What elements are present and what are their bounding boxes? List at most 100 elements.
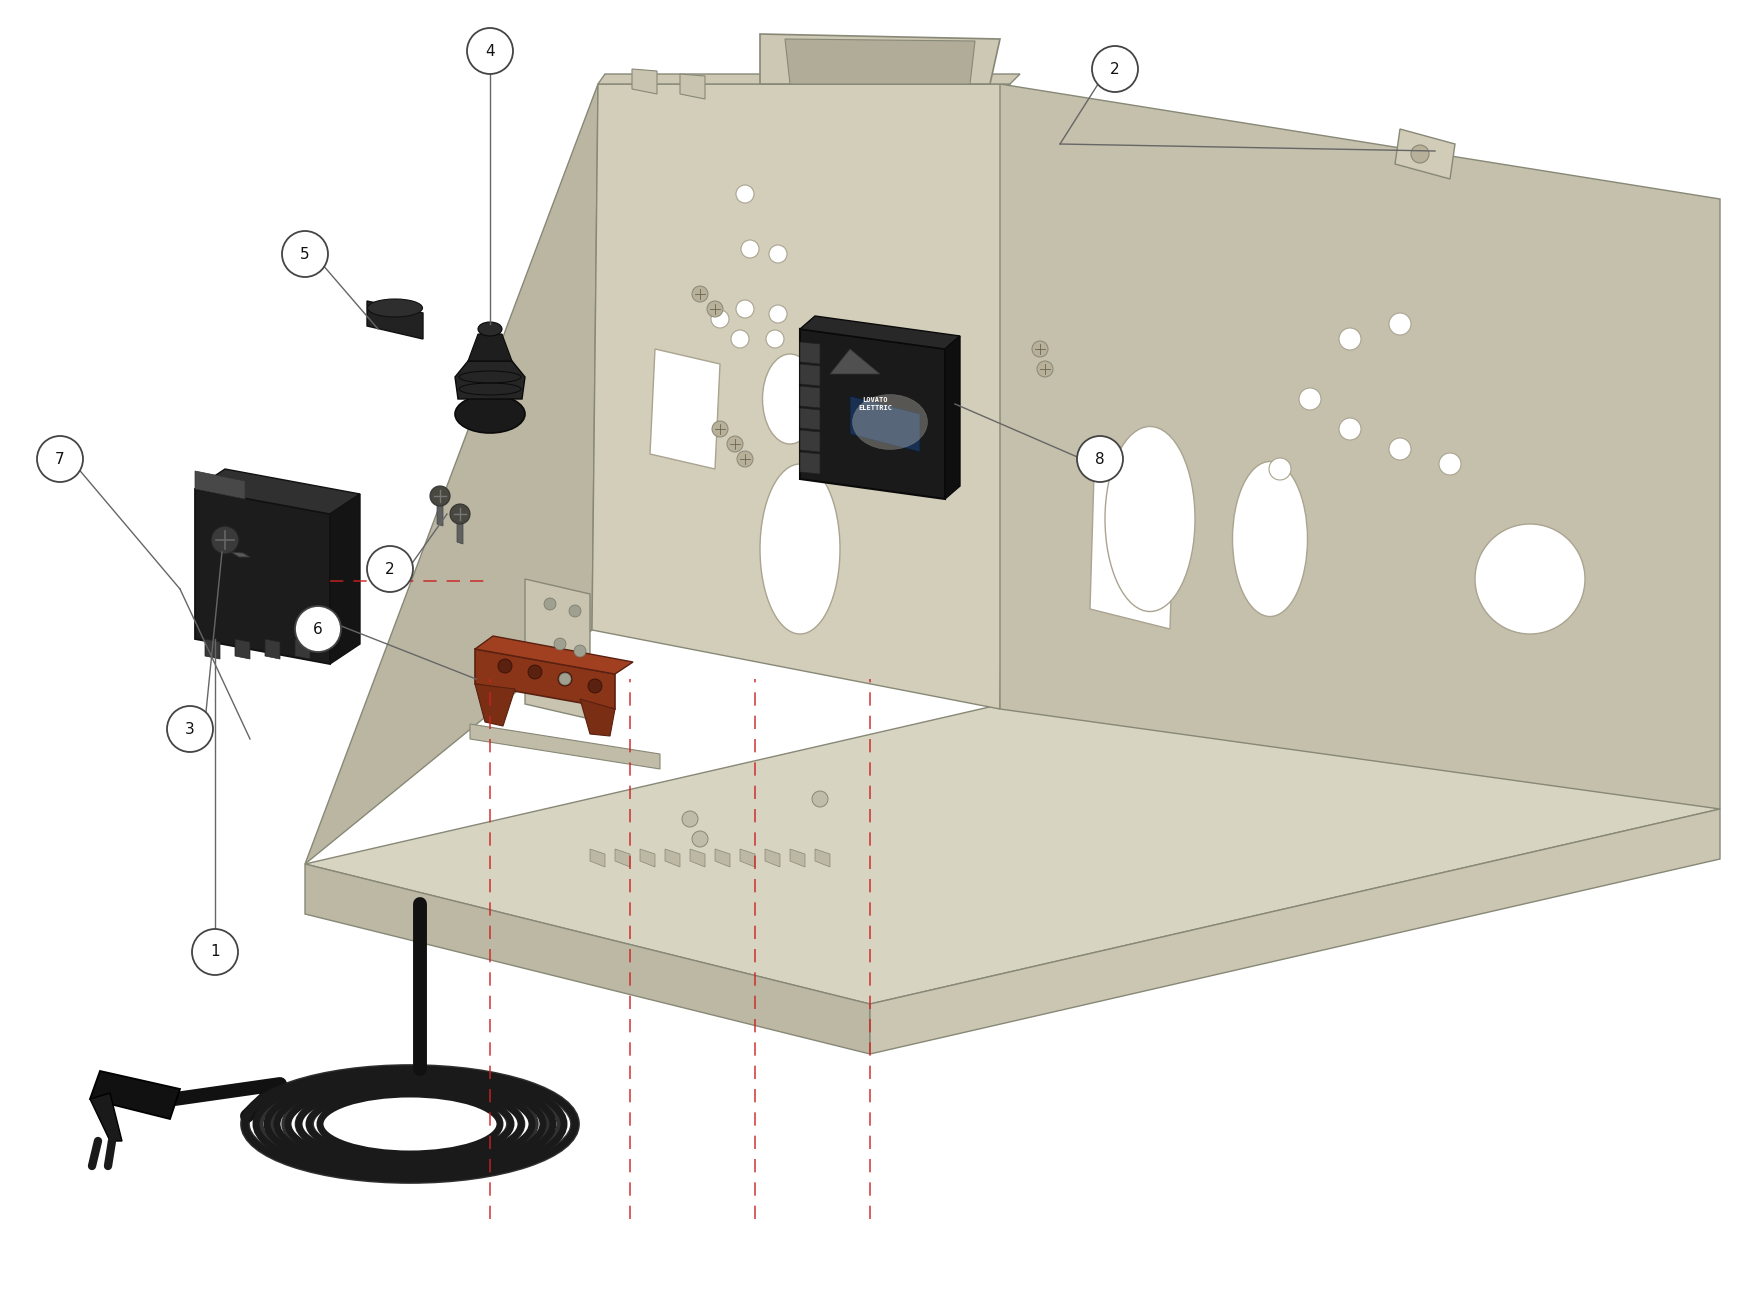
Polygon shape: [195, 488, 330, 664]
Circle shape: [367, 546, 412, 592]
Polygon shape: [851, 396, 921, 452]
Circle shape: [498, 659, 512, 673]
Polygon shape: [816, 850, 830, 866]
Ellipse shape: [368, 299, 423, 317]
Polygon shape: [800, 430, 821, 452]
Circle shape: [812, 791, 828, 807]
Polygon shape: [475, 650, 616, 709]
Text: 7: 7: [54, 452, 65, 466]
Text: 2: 2: [386, 561, 395, 577]
Circle shape: [282, 231, 328, 277]
Polygon shape: [89, 1092, 123, 1141]
Circle shape: [693, 286, 709, 301]
Polygon shape: [830, 349, 881, 374]
Text: 2: 2: [1110, 61, 1119, 77]
Circle shape: [1475, 523, 1586, 634]
Polygon shape: [640, 850, 654, 866]
Circle shape: [682, 811, 698, 827]
Polygon shape: [740, 850, 754, 866]
Polygon shape: [681, 74, 705, 99]
Circle shape: [1438, 453, 1461, 475]
Polygon shape: [665, 850, 681, 866]
Polygon shape: [1000, 84, 1721, 809]
Polygon shape: [454, 361, 524, 399]
Polygon shape: [524, 579, 589, 720]
Polygon shape: [195, 472, 246, 499]
Polygon shape: [800, 452, 821, 474]
Circle shape: [451, 504, 470, 523]
Circle shape: [707, 301, 723, 317]
Text: 1: 1: [210, 944, 219, 960]
Polygon shape: [475, 637, 633, 674]
Circle shape: [544, 598, 556, 611]
Circle shape: [1093, 45, 1138, 92]
Polygon shape: [800, 364, 821, 386]
Polygon shape: [89, 1070, 181, 1118]
Ellipse shape: [763, 355, 817, 444]
Polygon shape: [305, 84, 598, 864]
Circle shape: [1037, 361, 1052, 377]
Polygon shape: [265, 639, 281, 659]
Polygon shape: [870, 809, 1721, 1053]
Circle shape: [568, 605, 581, 617]
Polygon shape: [631, 69, 658, 94]
Circle shape: [737, 451, 752, 468]
Polygon shape: [1394, 129, 1456, 179]
Circle shape: [430, 486, 451, 507]
Circle shape: [210, 526, 239, 553]
Circle shape: [588, 679, 602, 692]
Circle shape: [167, 705, 212, 752]
Circle shape: [768, 246, 788, 262]
Polygon shape: [235, 639, 251, 659]
Circle shape: [1031, 342, 1047, 357]
Polygon shape: [800, 329, 945, 499]
Text: 8: 8: [1094, 452, 1105, 466]
Text: LOVATO
ELETTRIC: LOVATO ELETTRIC: [858, 397, 893, 410]
Polygon shape: [789, 850, 805, 866]
Ellipse shape: [1105, 426, 1194, 612]
Polygon shape: [195, 469, 360, 514]
Polygon shape: [305, 864, 870, 1053]
Polygon shape: [589, 850, 605, 866]
Polygon shape: [295, 639, 310, 659]
Polygon shape: [1089, 440, 1175, 629]
Circle shape: [766, 330, 784, 348]
Circle shape: [560, 673, 572, 685]
Polygon shape: [598, 74, 1021, 84]
Polygon shape: [458, 522, 463, 544]
Polygon shape: [689, 850, 705, 866]
Circle shape: [191, 929, 239, 976]
Circle shape: [1268, 459, 1291, 481]
Circle shape: [1077, 436, 1123, 482]
Circle shape: [710, 310, 730, 329]
Polygon shape: [765, 850, 781, 866]
Polygon shape: [468, 334, 512, 361]
Polygon shape: [786, 39, 975, 84]
Circle shape: [1410, 145, 1430, 162]
Polygon shape: [759, 34, 1000, 84]
Circle shape: [737, 300, 754, 318]
Circle shape: [712, 421, 728, 436]
Polygon shape: [800, 342, 821, 364]
Polygon shape: [800, 316, 959, 349]
Polygon shape: [581, 699, 616, 737]
Polygon shape: [205, 639, 219, 659]
Polygon shape: [305, 669, 1721, 1004]
Polygon shape: [475, 685, 516, 726]
Text: 3: 3: [186, 721, 195, 737]
Circle shape: [528, 665, 542, 679]
Circle shape: [740, 240, 759, 259]
Circle shape: [295, 607, 340, 652]
Polygon shape: [651, 349, 719, 469]
Circle shape: [1300, 388, 1321, 410]
Polygon shape: [616, 850, 630, 866]
Text: 6: 6: [314, 621, 323, 637]
Circle shape: [768, 305, 788, 323]
Ellipse shape: [479, 322, 502, 336]
Circle shape: [1389, 313, 1410, 335]
Polygon shape: [800, 386, 821, 408]
Polygon shape: [593, 84, 1010, 709]
Polygon shape: [800, 408, 821, 430]
Circle shape: [554, 638, 567, 650]
Circle shape: [37, 436, 82, 482]
